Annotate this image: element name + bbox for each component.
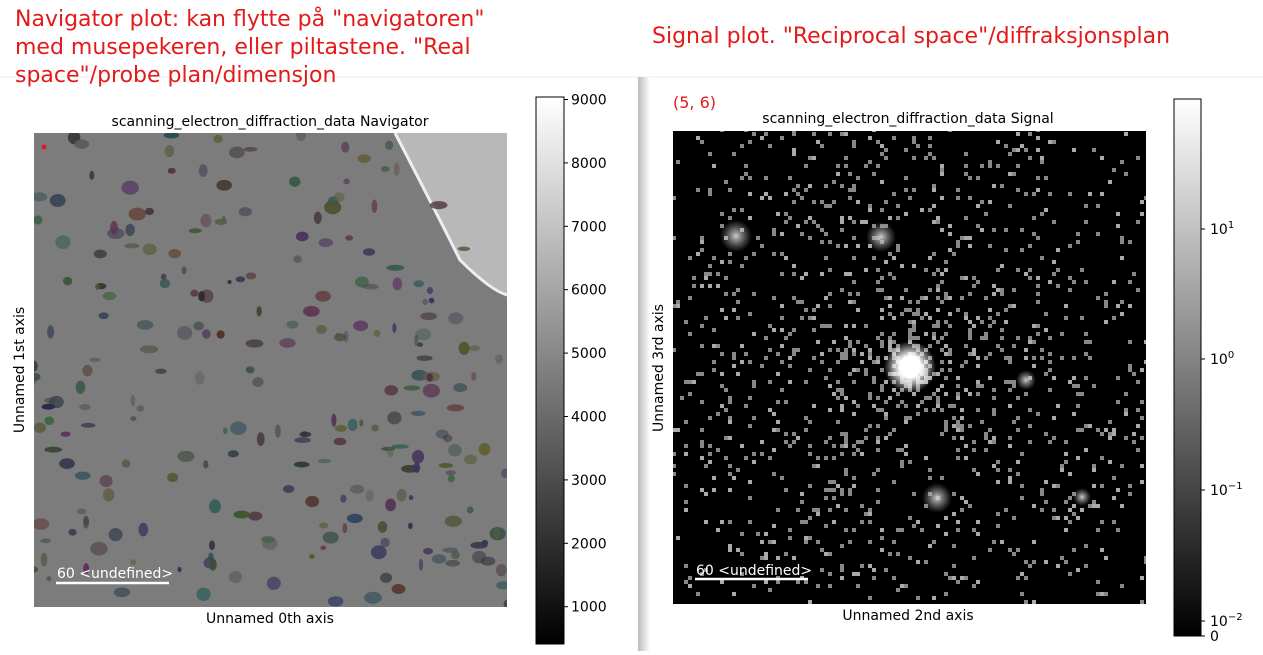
annotation: Signal plot. "Reciprocal space"/diffraks… (652, 24, 1170, 49)
window-divider (638, 77, 650, 651)
colorbar-tick-label: 5000 (571, 346, 607, 362)
y-axis-label: Unnamed 3rd axis (651, 304, 667, 432)
tick-base: 10 (1210, 483, 1228, 499)
plot-title: scanning_electron_diffraction_data Navig… (112, 114, 429, 130)
tick-exponent: −2 (1228, 612, 1243, 623)
tick-base: 10 (1210, 352, 1228, 368)
navigator-pointer[interactable] (41, 144, 47, 150)
colorbar-tick-label: 3000 (571, 473, 607, 489)
x-axis-label: Unnamed 0th axis (206, 611, 334, 627)
signal-image[interactable] (584, 40, 1240, 651)
colorbar-tick-label: 2000 (571, 536, 607, 552)
annotation: Navigator plot: kan flytte på "navigator… (15, 6, 484, 32)
colorbar-tick-label: 0 (1210, 629, 1219, 645)
annotation: space"/probe plan/dimensjon (15, 63, 336, 88)
colorbar (535, 96, 565, 645)
tick-base: 10 (1210, 222, 1228, 238)
colorbar-tick-label: 1000 (571, 600, 607, 616)
navigator-image[interactable] (30, 128, 511, 608)
plot-title: scanning_electron_diffraction_data Signa… (762, 111, 1053, 127)
tick-exponent: 1 (1228, 220, 1234, 231)
colorbar-tick-label: 7000 (571, 219, 607, 235)
tick-exponent: −1 (1228, 481, 1243, 492)
tick-base: 10 (1210, 614, 1228, 630)
colorbar-tick-label: 101 (1210, 220, 1234, 238)
colorbar-tick-label: 100 (1210, 350, 1234, 368)
colorbar (1173, 98, 1202, 637)
scalebar-label: 60 <undefined> (696, 563, 812, 579)
colorbar-tick-label: 10−1 (1210, 481, 1243, 499)
tick-exponent: 0 (1228, 350, 1234, 361)
annotation: med musepekeren, eller piltastene. "Real (15, 35, 471, 60)
coordinates: (5, 6) (673, 93, 716, 112)
colorbar-tick-label: 6000 (571, 283, 607, 299)
colorbar-tick-label: 9000 (571, 93, 607, 109)
x-axis-label: Unnamed 2nd axis (842, 608, 973, 624)
colorbar-tick-label: 8000 (571, 156, 607, 172)
y-axis-label: Unnamed 1st axis (12, 307, 28, 433)
scalebar-label: 60 <undefined> (57, 566, 173, 582)
colorbar-tick-label: 4000 (571, 410, 607, 426)
colorbar-tick-label: 10−2 (1210, 612, 1243, 630)
